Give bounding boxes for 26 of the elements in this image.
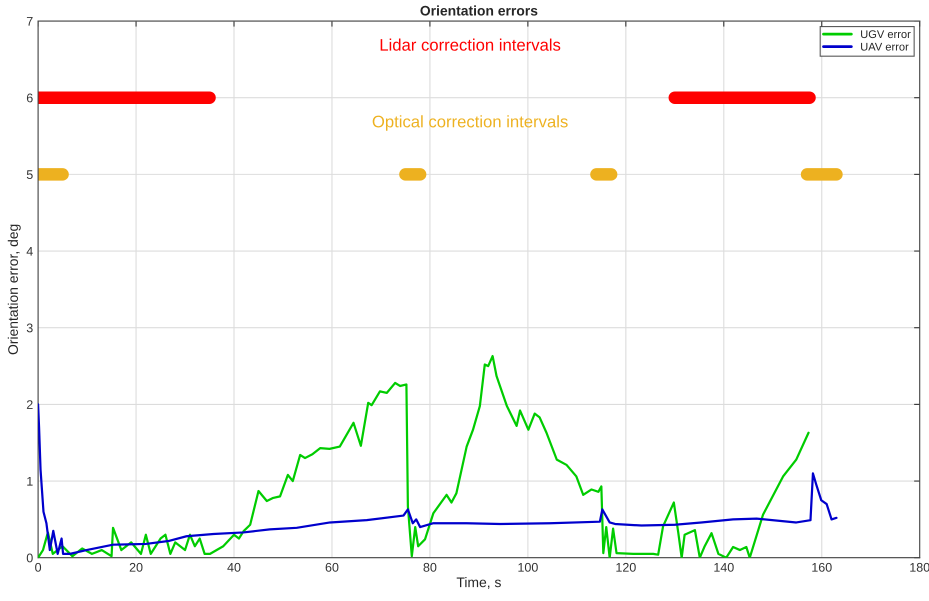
annotation: Lidar correction intervals — [380, 38, 560, 51]
y-tick-label: 7 — [26, 16, 33, 26]
x-tick-label: 140 — [714, 562, 734, 572]
x-axis-title: Time, s — [456, 577, 501, 589]
annotation: Optical correction intervals — [372, 115, 568, 131]
chart-title: Orientation errors — [420, 5, 538, 16]
y-tick-label: 4 — [26, 246, 33, 256]
x-tick-label: 40 — [227, 562, 240, 572]
x-tick-label: 20 — [130, 562, 143, 572]
x-tick-label: 120 — [616, 562, 636, 572]
y-tick-label: 3 — [26, 324, 33, 332]
line-series — [38, 354, 810, 558]
legend-label: UAV error — [861, 42, 909, 51]
x-tick-label: 0 — [35, 562, 42, 572]
x-tick-label: 100 — [518, 562, 538, 572]
legend-label: UGV error — [861, 30, 911, 38]
x-tick-label: 80 — [424, 562, 436, 572]
y-tick-label: 0 — [26, 554, 33, 562]
line-series — [38, 403, 838, 556]
y-tick-label: 2 — [26, 400, 33, 409]
x-tick-label: 60 — [326, 562, 338, 572]
y-tick-label: 1 — [27, 476, 33, 486]
y-tick-label: 5 — [26, 170, 33, 180]
x-tick-label: 160 — [812, 562, 832, 572]
y-axis-title: Orientation error, deg — [8, 224, 21, 354]
y-tick-label: 6 — [26, 94, 33, 102]
